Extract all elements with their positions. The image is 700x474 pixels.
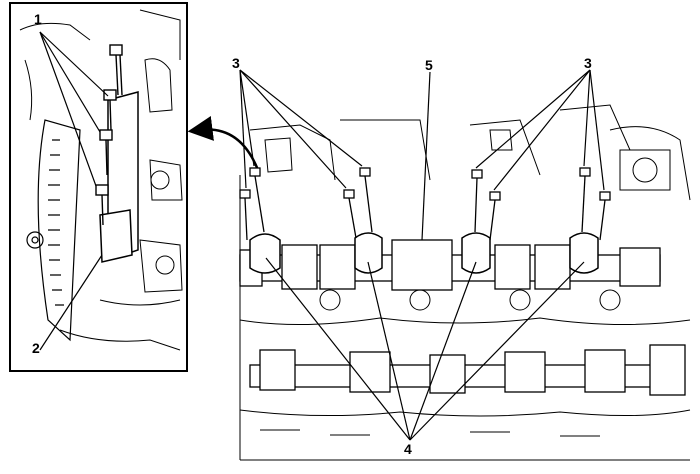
callout-2: 2: [32, 340, 40, 356]
inset-engine-details: [19, 9, 183, 351]
callout-5: 5: [425, 57, 433, 73]
view-arrow: [187, 116, 260, 171]
cap-bolts: [239, 167, 611, 241]
main-leader-lines: [239, 69, 605, 441]
callout-3-right: 3: [584, 55, 592, 71]
journal-caps: [249, 232, 599, 274]
callout-3-left: 3: [232, 55, 240, 71]
inset-bolts: [95, 44, 123, 226]
inset-timing-gear: [26, 119, 81, 342]
callout-1: 1: [34, 11, 42, 27]
lower-camshaft: [249, 344, 686, 396]
callout-4: 4: [404, 441, 412, 457]
inset-leader-lines: [39, 31, 109, 351]
lower-valve-details: [239, 289, 691, 437]
inset-bearing-cap: [99, 91, 139, 263]
main-engine-body: [239, 104, 691, 461]
